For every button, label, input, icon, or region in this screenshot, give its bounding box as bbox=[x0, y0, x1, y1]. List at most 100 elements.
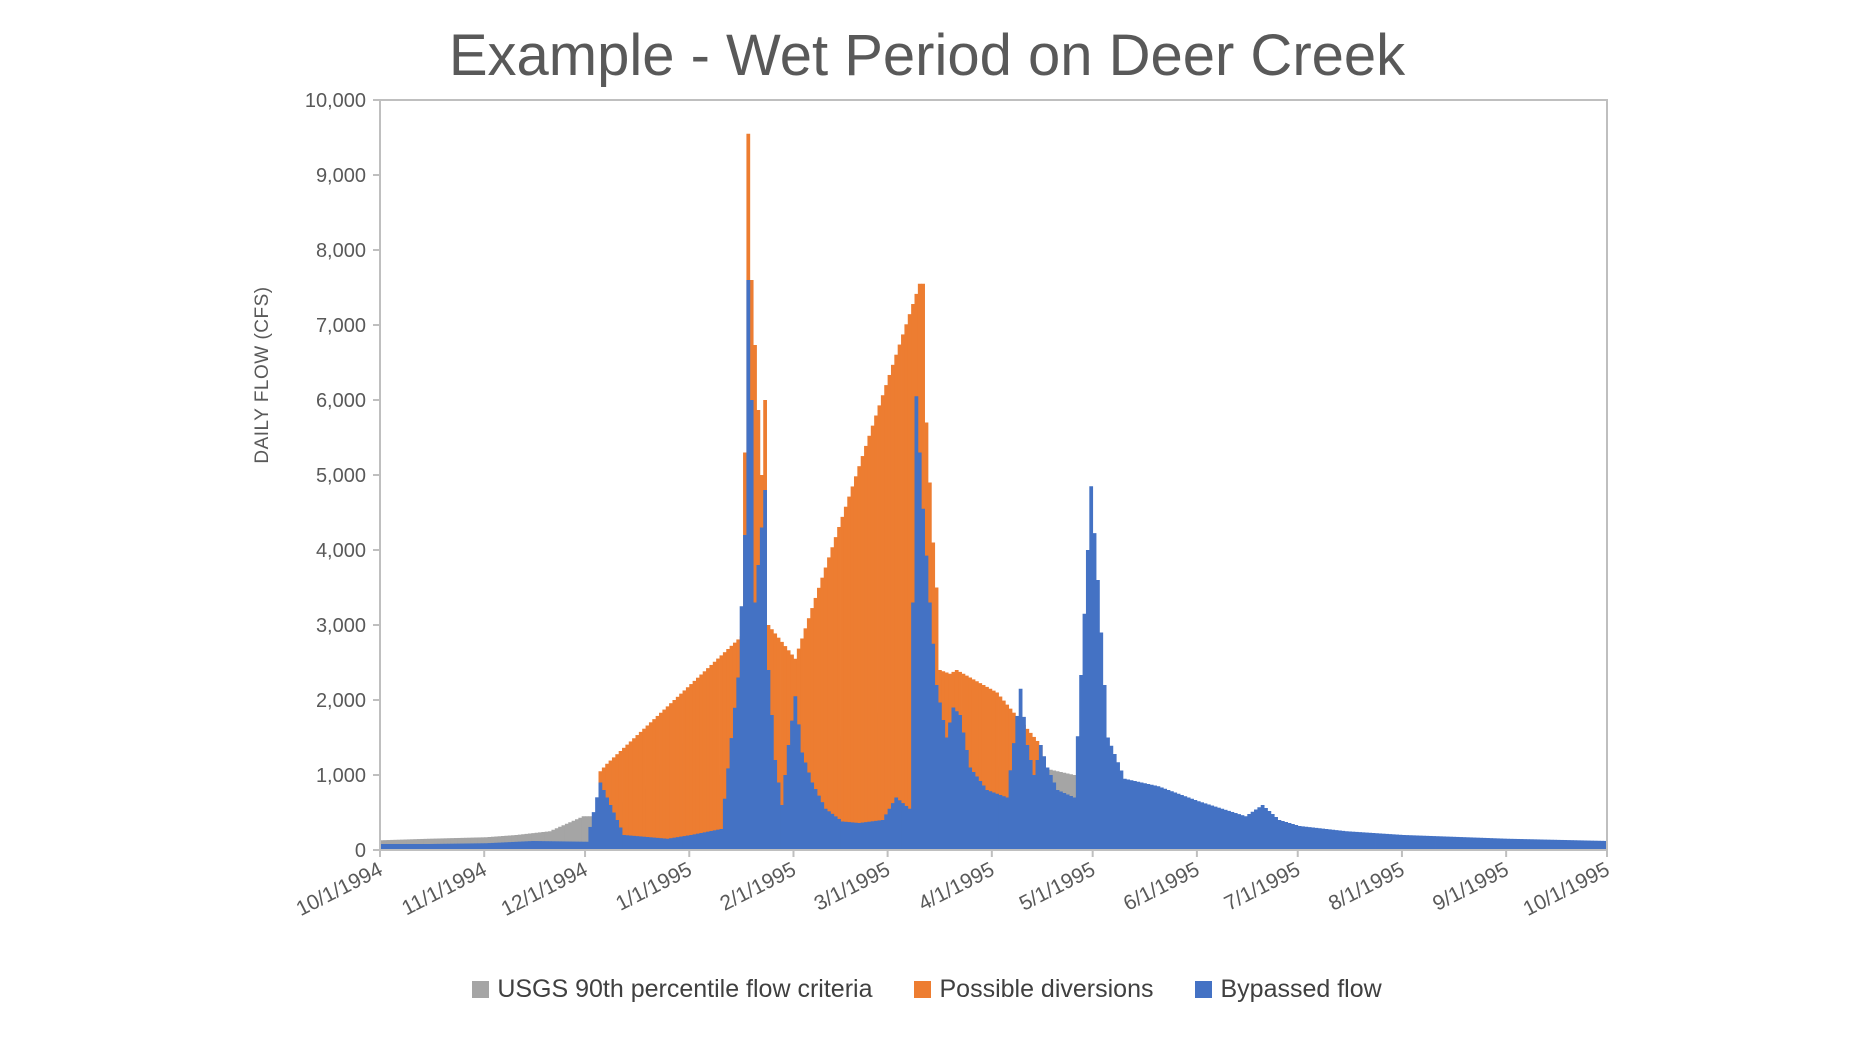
bar-bypassed bbox=[1358, 832, 1362, 850]
bar-bypassed bbox=[1462, 837, 1467, 850]
bar-bypassed bbox=[447, 843, 451, 850]
bar-bypassed bbox=[850, 822, 855, 850]
bar-diversions bbox=[652, 719, 657, 851]
bar-bypassed bbox=[1596, 840, 1601, 850]
bar-diversions bbox=[978, 683, 983, 851]
bar-bypassed bbox=[645, 837, 650, 850]
bar-bypassed bbox=[870, 821, 875, 850]
bar-bypassed bbox=[1321, 828, 1326, 851]
bar-diversions bbox=[642, 728, 646, 850]
bar-diversions bbox=[776, 637, 781, 850]
bar-bypassed bbox=[507, 842, 512, 851]
bar-bypassed bbox=[817, 795, 821, 851]
bar-bypassed bbox=[443, 843, 448, 850]
bar-bypassed bbox=[1136, 781, 1141, 850]
bar-criteria bbox=[574, 819, 579, 850]
bar-bypassed bbox=[595, 797, 599, 850]
bar-bypassed bbox=[884, 814, 889, 851]
y-tick-label: 0 bbox=[355, 840, 366, 862]
bar-bypassed bbox=[1364, 832, 1369, 850]
bar-bypassed bbox=[810, 782, 815, 850]
bar-bypassed bbox=[464, 843, 468, 850]
bar-diversions bbox=[625, 744, 630, 851]
bar-bypassed bbox=[538, 841, 542, 850]
bar-diversions bbox=[628, 741, 633, 850]
bar-bypassed bbox=[1163, 788, 1168, 850]
bar-bypassed bbox=[1143, 783, 1147, 850]
bar-bypassed bbox=[568, 841, 573, 850]
bar-bypassed bbox=[1045, 767, 1050, 850]
bar-bypassed bbox=[1247, 814, 1252, 850]
bar-bypassed bbox=[588, 826, 593, 850]
legend-item-bypassed: Bypassed flow bbox=[1195, 975, 1382, 1004]
bar-bypassed bbox=[672, 837, 677, 850]
bar-diversions bbox=[635, 735, 640, 850]
bar-bypassed bbox=[880, 820, 885, 850]
bar-bypassed bbox=[521, 841, 525, 850]
bar-bypassed bbox=[1573, 840, 1578, 850]
bar-criteria bbox=[558, 826, 562, 850]
x-tick-label: 10/1/1995 bbox=[1520, 858, 1614, 921]
bar-bypassed bbox=[934, 685, 939, 850]
bar-criteria bbox=[551, 829, 556, 850]
bar-diversions bbox=[679, 693, 683, 851]
bar-bypassed bbox=[746, 280, 751, 850]
bar-bypassed bbox=[1485, 838, 1490, 850]
bar-bypassed bbox=[806, 772, 811, 850]
bar-bypassed bbox=[1307, 827, 1312, 851]
bar-bypassed bbox=[410, 844, 415, 850]
bar-bypassed bbox=[1459, 837, 1463, 850]
bar-bypassed bbox=[712, 830, 717, 850]
bar-bypassed bbox=[648, 837, 653, 850]
bar-bypassed bbox=[470, 843, 475, 850]
bar-bypassed bbox=[437, 843, 441, 850]
bar-bypassed bbox=[1304, 826, 1309, 850]
bar-diversions bbox=[699, 674, 704, 850]
bar-bypassed bbox=[1227, 810, 1231, 850]
bar-bypassed bbox=[1220, 808, 1225, 850]
bar-bypassed bbox=[611, 812, 616, 850]
bar-bypassed bbox=[991, 792, 996, 850]
bar-bypassed bbox=[393, 844, 398, 850]
bar-bypassed bbox=[1489, 838, 1494, 850]
bar-bypassed bbox=[1412, 835, 1416, 850]
y-ticks: 0 1,000 2,000 3,000 4,000 5,000 6,000 7,000 8,00… bbox=[305, 90, 380, 862]
bar-bypassed bbox=[615, 820, 620, 850]
bar-criteria bbox=[581, 816, 586, 850]
bar-bypassed bbox=[1539, 839, 1544, 850]
bar-bypassed bbox=[1250, 811, 1255, 850]
bar-bypassed bbox=[1301, 826, 1305, 851]
bar-bypassed bbox=[1149, 784, 1154, 850]
bar-bypassed bbox=[1375, 833, 1379, 850]
bar-bypassed bbox=[1559, 839, 1564, 850]
bar-bypassed bbox=[423, 844, 428, 850]
bar-bypassed bbox=[1583, 840, 1588, 850]
bar-bypassed bbox=[548, 841, 552, 850]
bar-bypassed bbox=[1237, 814, 1241, 850]
bar-bypassed bbox=[874, 820, 878, 850]
bar-diversions bbox=[884, 385, 889, 850]
bar-bypassed bbox=[709, 831, 714, 850]
y-tick-label: 9,000 bbox=[316, 165, 366, 187]
bar-bypassed bbox=[759, 527, 764, 850]
bar-bypassed bbox=[625, 835, 630, 850]
bar-bypassed bbox=[585, 841, 589, 850]
bar-bypassed bbox=[938, 702, 942, 850]
bar-diversions bbox=[981, 685, 986, 850]
bar-bypassed bbox=[961, 732, 966, 850]
bar-bypassed bbox=[494, 842, 499, 850]
bar-bypassed bbox=[1543, 839, 1547, 850]
bar-bypassed bbox=[574, 841, 579, 850]
bar-bypassed bbox=[1072, 797, 1077, 850]
legend-label-diversions: Possible diversions bbox=[939, 975, 1154, 1003]
bar-bypassed bbox=[1230, 811, 1235, 850]
bar-bypassed bbox=[1395, 834, 1399, 850]
bar-bypassed bbox=[1186, 797, 1191, 850]
bar-bypassed bbox=[524, 841, 529, 850]
bar-bypassed bbox=[1213, 806, 1218, 850]
bar-bypassed bbox=[571, 841, 576, 850]
bar-bypassed bbox=[416, 844, 421, 850]
bar-bypassed bbox=[1401, 835, 1406, 850]
bar-bypassed bbox=[1005, 797, 1010, 850]
bar-bypassed bbox=[780, 805, 784, 850]
